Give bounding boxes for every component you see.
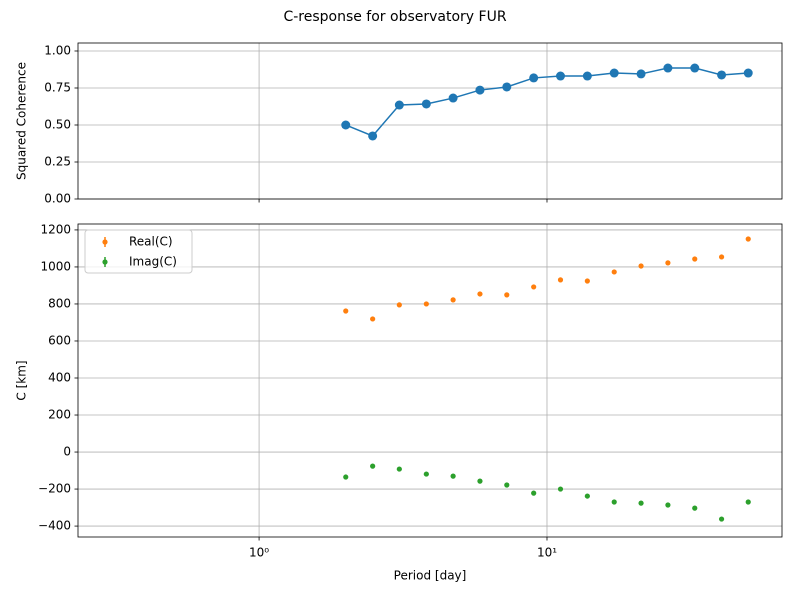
point xyxy=(423,301,429,307)
y-tick-label: 1.00 xyxy=(44,43,71,57)
point xyxy=(638,263,644,269)
legend-marker xyxy=(102,239,108,245)
point xyxy=(609,68,619,78)
point xyxy=(531,490,537,496)
point xyxy=(611,269,617,275)
x-tick-label: 10⁰ xyxy=(249,546,269,560)
point xyxy=(450,297,456,303)
axes-frame xyxy=(77,223,783,538)
point xyxy=(717,70,727,80)
y-tick-label: 600 xyxy=(48,333,71,347)
point xyxy=(582,71,592,81)
legend-label: Imag(C) xyxy=(129,255,177,269)
y-tick-label: 0.50 xyxy=(44,117,71,131)
point xyxy=(502,82,512,92)
point xyxy=(423,471,429,477)
x-tick-label: 10¹ xyxy=(537,546,557,560)
point xyxy=(394,100,404,110)
point xyxy=(692,505,698,511)
y-tick-label: 400 xyxy=(48,371,71,385)
point xyxy=(557,486,564,492)
point xyxy=(555,71,565,81)
point xyxy=(370,463,376,469)
point xyxy=(743,68,753,78)
point xyxy=(450,473,456,479)
point xyxy=(638,500,644,506)
point xyxy=(584,493,590,499)
point xyxy=(745,499,751,505)
y-tick-label: 0 xyxy=(63,445,71,459)
y-axis-label: Squared Coherence xyxy=(15,62,29,180)
point xyxy=(343,308,349,314)
point xyxy=(504,292,510,298)
point xyxy=(745,236,751,242)
point xyxy=(636,69,646,79)
point xyxy=(718,516,725,522)
point xyxy=(663,63,673,73)
legend-box xyxy=(84,229,193,274)
point xyxy=(665,502,671,508)
y-tick-label: 1000 xyxy=(40,259,71,273)
point xyxy=(475,85,485,95)
y-tick-label: 1200 xyxy=(40,222,71,236)
point xyxy=(531,284,537,290)
point xyxy=(665,260,671,266)
axes-frame xyxy=(77,42,783,200)
point xyxy=(396,466,402,472)
y-tick-label: 800 xyxy=(48,296,71,310)
y-tick-label: 0.00 xyxy=(44,192,71,206)
point xyxy=(477,291,483,297)
point xyxy=(477,478,483,484)
point xyxy=(341,120,351,130)
legend-label: Real(C) xyxy=(129,235,173,249)
point xyxy=(343,474,349,480)
point xyxy=(692,256,698,262)
y-tick-label: −400 xyxy=(38,519,71,533)
y-tick-label: 0.25 xyxy=(44,154,71,168)
y-tick-label: −200 xyxy=(38,482,71,496)
x-axis-label: Period [day] xyxy=(394,569,467,583)
point xyxy=(529,73,539,83)
point xyxy=(584,278,590,284)
point xyxy=(611,499,617,505)
point xyxy=(690,63,700,73)
point xyxy=(718,254,725,260)
figure-title: C-response for observatory FUR xyxy=(283,9,506,25)
point xyxy=(421,99,431,109)
point xyxy=(557,277,564,283)
point xyxy=(368,131,378,141)
series-line xyxy=(345,67,749,137)
y-tick-label: 0.75 xyxy=(44,80,71,94)
y-axis-label: C [km] xyxy=(15,360,29,400)
point xyxy=(504,482,510,488)
point xyxy=(370,316,376,322)
legend-marker xyxy=(102,259,108,265)
y-tick-label: 200 xyxy=(48,408,71,422)
point xyxy=(448,93,458,103)
point xyxy=(396,302,402,308)
